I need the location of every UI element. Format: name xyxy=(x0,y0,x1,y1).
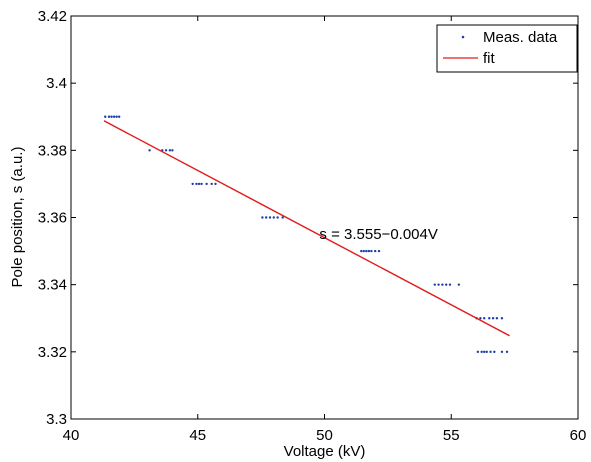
data-point xyxy=(437,283,440,286)
data-point xyxy=(164,149,168,152)
data-point xyxy=(365,249,368,253)
data-point xyxy=(500,317,504,320)
data-point xyxy=(171,149,174,152)
data-point xyxy=(210,182,213,186)
data-point xyxy=(264,216,268,219)
data-point xyxy=(117,115,121,118)
y-tick-label: 3.3 xyxy=(46,411,67,428)
data-point xyxy=(493,350,496,354)
y-axis-label: Pole position, s (a.u.) xyxy=(9,147,26,288)
data-layer xyxy=(103,115,510,354)
data-point xyxy=(195,182,198,186)
data-point xyxy=(495,317,499,320)
y-tick-label: 3.4 xyxy=(46,75,67,92)
data-point xyxy=(374,249,377,253)
x-tick-label: 55 xyxy=(443,427,460,444)
data-point xyxy=(261,216,264,219)
ticks-layer: 40 45 50 55 60 3.3 3.32 3.34 3.36 3.38 3.4 3.42 xyxy=(38,8,587,444)
data-point xyxy=(268,216,272,219)
y-tick-label: 3.32 xyxy=(38,344,67,361)
data-point xyxy=(112,115,116,118)
y-tick-label: 3.38 xyxy=(38,142,67,159)
legend-box xyxy=(436,24,578,73)
x-tick-label: 60 xyxy=(570,427,587,444)
data-point xyxy=(197,182,201,186)
x-axis-label: Voltage (kV) xyxy=(284,443,366,460)
y-tick-label: 3.36 xyxy=(38,210,67,227)
fit-line xyxy=(103,120,510,337)
data-point xyxy=(441,283,444,286)
data-point xyxy=(115,115,118,118)
legend-label-fit: fit xyxy=(483,50,496,67)
data-point xyxy=(200,182,203,186)
legend: Meas. data fit xyxy=(436,24,578,73)
fit-equation-annotation: s = 3.555−0.004V xyxy=(319,226,437,243)
data-point xyxy=(148,149,151,152)
data-point xyxy=(489,350,492,354)
data-point xyxy=(500,350,504,354)
data-point xyxy=(377,249,381,253)
data-point xyxy=(276,216,279,219)
legend-label-meas-data: Meas. data xyxy=(483,29,558,46)
data-point xyxy=(448,283,452,286)
x-tick-label: 40 xyxy=(63,427,80,444)
data-point xyxy=(362,249,365,253)
x-tick-label: 45 xyxy=(189,427,206,444)
data-point xyxy=(360,249,363,253)
data-point xyxy=(476,350,480,354)
data-point xyxy=(281,216,284,219)
data-point xyxy=(483,317,486,320)
data-point xyxy=(110,115,113,118)
data-point xyxy=(168,149,172,152)
data-point xyxy=(107,115,111,118)
data-point xyxy=(214,182,217,186)
data-point xyxy=(367,249,371,253)
data-point xyxy=(457,283,461,286)
data-point xyxy=(370,249,373,253)
data-point xyxy=(191,182,194,186)
data-point xyxy=(491,317,495,320)
data-point xyxy=(483,350,486,354)
data-point xyxy=(480,350,483,354)
y-tick-label: 3.42 xyxy=(38,8,67,25)
data-point xyxy=(485,350,488,354)
data-point xyxy=(205,182,208,186)
x-tick-label: 50 xyxy=(316,427,333,444)
data-point xyxy=(505,350,509,354)
data-point xyxy=(479,317,482,320)
legend-marker-meas-data xyxy=(461,35,465,39)
data-point xyxy=(433,283,436,286)
data-point xyxy=(444,283,448,286)
data-point xyxy=(488,317,491,320)
y-tick-label: 3.34 xyxy=(38,277,67,294)
data-point xyxy=(104,115,107,118)
data-point xyxy=(272,216,275,219)
